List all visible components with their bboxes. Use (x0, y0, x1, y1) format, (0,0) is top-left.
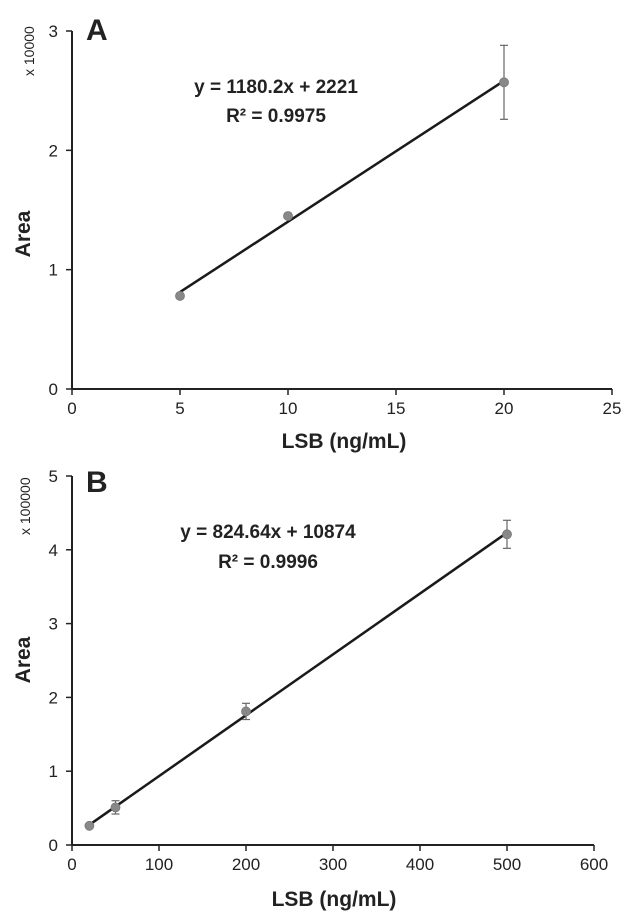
panel-a-y-multiplier: x 10000 (21, 26, 37, 76)
panel-b-x-axis-title: LSB (ng/mL) (272, 888, 397, 911)
panel-b-y-tick-label: 5 (49, 467, 58, 486)
panel-a-x-tick-label: 0 (67, 399, 76, 418)
panel-b-y-tick-label: 0 (49, 836, 58, 855)
panel-b-y-tick-label: 4 (49, 541, 58, 560)
panel-b-r-squared: R² = 0.9996 (218, 552, 318, 573)
panel-b-x-tick-label: 0 (67, 855, 76, 874)
panel-b-x-tick-label: 300 (319, 855, 347, 874)
panel-b-x-tick-label: 500 (493, 855, 521, 874)
panel-b-x-tick-label: 400 (406, 855, 434, 874)
panel-a: A x 10000 Area LSB (ng/mL) y = 1180.2x +… (12, 14, 621, 453)
panel-b-equation: y = 824.64x + 10874 (180, 522, 356, 543)
panel-b-x-tick-label: 600 (580, 855, 608, 874)
panel-a-data-point (499, 77, 509, 88)
panel-a-x-tick-label: 10 (279, 399, 298, 418)
panel-b-letter: B (86, 466, 108, 499)
panel-b-x-tick-label: 200 (232, 855, 260, 874)
panel-b-data-point (110, 802, 121, 813)
panel-a-y-tick-label: 1 (49, 261, 58, 280)
panel-a-y-axis-title: Area (12, 210, 35, 257)
panel-b: B x 100000 Area LSB (ng/mL) y = 824.64x … (12, 466, 608, 911)
panel-a-x-tick-label: 20 (495, 399, 514, 418)
panel-b-y-tick-label: 2 (49, 688, 58, 707)
panel-a-equation: y = 1180.2x + 2221 (194, 77, 358, 98)
panel-a-r-squared: R² = 0.9975 (226, 106, 326, 127)
panel-a-x-tick-label: 15 (387, 399, 406, 418)
panel-b-data-point (502, 529, 512, 540)
panel-a-x-tick-label: 5 (175, 399, 184, 418)
panel-a-data-point (283, 211, 293, 221)
panel-a-y-tick-label: 2 (49, 141, 58, 160)
panel-a-x-tick-label: 25 (603, 399, 622, 418)
panel-a-y-tick-label: 3 (49, 22, 58, 41)
panel-b-y-tick-label: 3 (49, 615, 58, 634)
panel-b-x-tick-label: 100 (145, 855, 173, 874)
panel-a-data-point (175, 291, 185, 301)
panel-b-y-axis-title: Area (12, 636, 35, 683)
panel-b-trendline (88, 531, 508, 826)
panel-a-plot-area: 0 5 10 15 20 25 0 1 2 3 (49, 22, 622, 418)
panel-b-y-tick-label: 1 (49, 762, 58, 781)
panel-b-y-multiplier: x 100000 (17, 477, 33, 535)
panel-a-y-tick-label: 0 (49, 380, 58, 399)
panel-b-plot-area: 0 100 200 300 400 500 600 0 1 2 3 4 5 (49, 467, 609, 874)
panel-a-x-axis-title: LSB (ng/mL) (282, 430, 407, 453)
panel-a-letter: A (86, 14, 108, 47)
panel-b-data-point (84, 820, 95, 831)
panel-a-trendline (179, 79, 505, 294)
panel-b-data-point (241, 706, 251, 717)
